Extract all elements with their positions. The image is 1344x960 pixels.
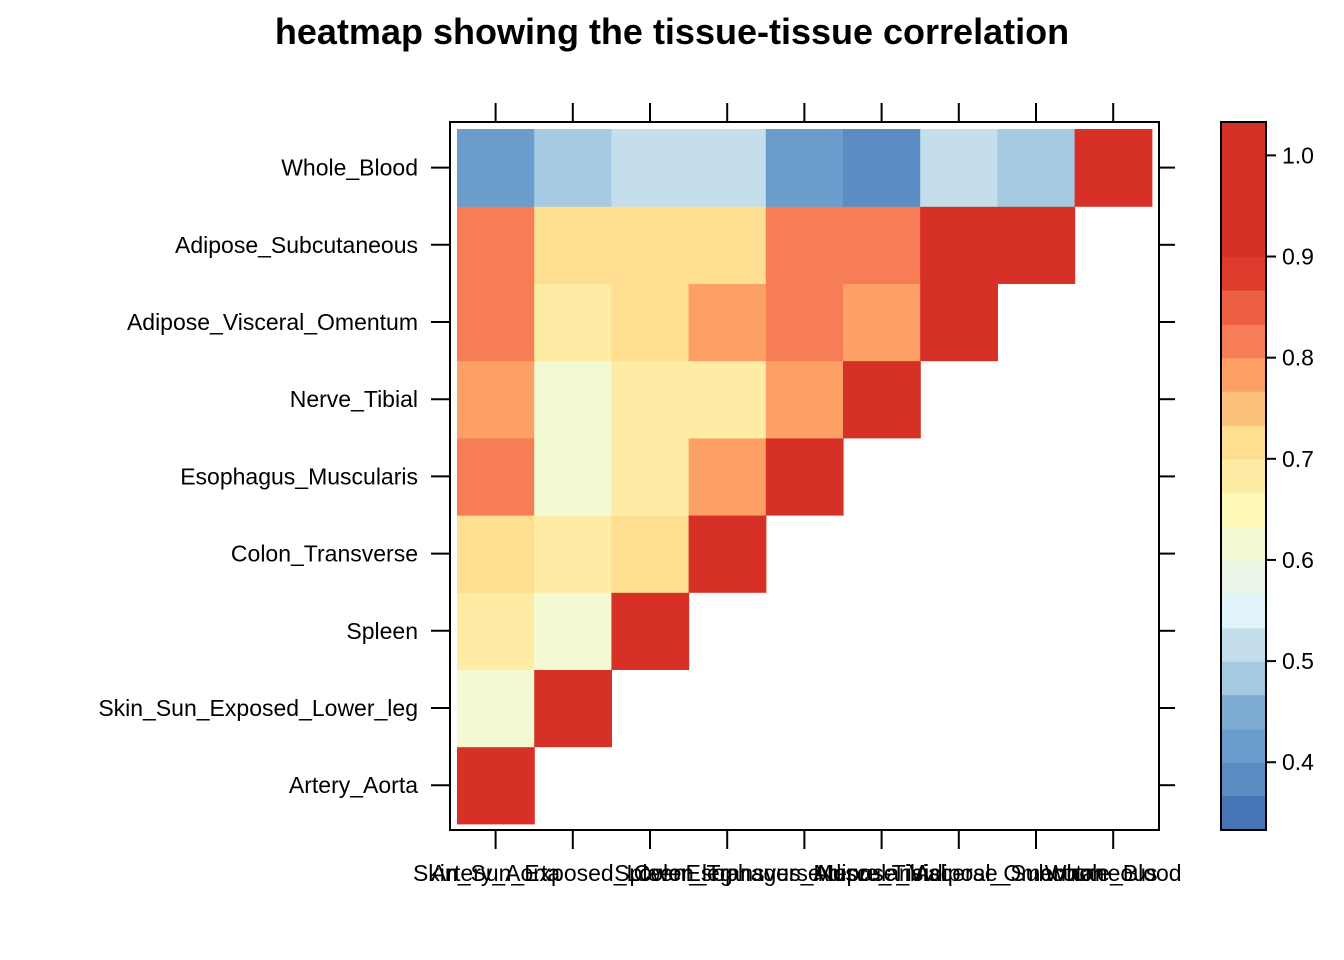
y-tick-label: Adipose_Subcutaneous — [175, 232, 418, 258]
heatmap-cell — [534, 360, 612, 439]
colorbar-segment — [1221, 492, 1266, 528]
heatmap-cell — [688, 129, 767, 207]
heatmap-cell — [765, 206, 844, 284]
y-tick-label: Skin_Sun_Exposed_Lower_leg — [98, 695, 418, 721]
y-tick-label: Adipose_Visceral_Omentum — [127, 309, 418, 335]
colorbar-tick-label: 0.4 — [1282, 749, 1314, 775]
heatmap-cell — [920, 283, 998, 362]
heatmap-cell — [1074, 129, 1153, 207]
colorbar-segment — [1221, 458, 1266, 493]
y-tick-label: Colon_Transverse — [231, 541, 418, 567]
heatmap-cell — [688, 515, 767, 593]
colorbar-segment — [1221, 289, 1266, 325]
colorbar-segment — [1221, 188, 1266, 224]
heatmap-cell — [843, 206, 921, 284]
colorbar: 0.4 0.5 0.6 0.7 0.8 0.9 1.0 — [1220, 121, 1314, 831]
heatmap-cell — [611, 437, 690, 516]
x-tick-label: Skin_Sun_Exposed_Lower_leg — [413, 860, 733, 886]
heatmap-cell — [611, 206, 690, 284]
heatmap-cell — [688, 437, 767, 516]
colorbar-segment — [1221, 762, 1266, 797]
colorbar-segment — [1221, 694, 1266, 730]
y-tick-label: Nerve_Tibial — [290, 386, 418, 412]
heatmap-cell — [688, 360, 767, 439]
heatmap-cell — [457, 283, 535, 362]
heatmap-cell — [457, 129, 535, 207]
x-tick-label: Spleen — [614, 860, 686, 886]
heatmap-cell — [765, 129, 844, 207]
heatmap-cell — [843, 360, 921, 439]
colorbar-tick-label: 0.7 — [1282, 446, 1314, 472]
heatmap-cell — [534, 669, 612, 748]
heatmap-cell — [688, 206, 767, 284]
colorbar-segment — [1221, 526, 1266, 561]
heatmap-cell — [765, 437, 844, 516]
heatmap-cell — [843, 283, 921, 362]
colorbar-tick-label: 0.8 — [1282, 345, 1314, 371]
heatmap-cell — [920, 129, 998, 207]
heatmap-cell — [457, 592, 535, 670]
heatmap-cell — [457, 669, 535, 748]
y-tick-label: Artery_Aorta — [289, 772, 418, 798]
heatmap-cell — [920, 206, 998, 284]
heatmap-cell — [997, 206, 1076, 284]
heatmap-cell — [611, 592, 690, 670]
heatmap-cell — [997, 129, 1076, 207]
colorbar-segment — [1221, 391, 1266, 426]
colorbar-tick-label: 0.9 — [1282, 244, 1314, 270]
colorbar-segment — [1221, 661, 1266, 696]
colorbar-segment — [1221, 559, 1266, 594]
x-tick-label: Adipose_Subcutaneous — [915, 860, 1158, 886]
colorbar-segment — [1221, 324, 1266, 359]
heatmap-cell — [765, 360, 844, 439]
heatmap-cell — [534, 592, 612, 670]
colorbar-segment — [1221, 122, 1266, 156]
x-tick-label: Adipose_Visceral_Omentum — [813, 860, 1104, 886]
colorbar-segment — [1221, 627, 1266, 662]
x-tick-label: Whole_Blood — [1045, 860, 1182, 886]
y-tick-label: Spleen — [346, 618, 418, 644]
colorbar-segment — [1221, 728, 1266, 763]
y-tick-label: Whole_Blood — [281, 155, 418, 181]
heatmap-cell — [688, 283, 767, 362]
heatmap-cell — [534, 515, 612, 593]
y-axis-labels: Artery_Aorta Skin_Sun_Exposed_Lower_leg Sp… — [98, 155, 418, 799]
colorbar-segment — [1221, 155, 1266, 190]
colorbar-tick-label: 0.5 — [1282, 648, 1314, 674]
heatmap-cell — [457, 437, 535, 516]
heatmap-cell — [611, 515, 690, 593]
colorbar-tick-label: 1.0 — [1282, 142, 1314, 168]
x-tick-label: Nerve_Tibial — [817, 860, 945, 886]
y-tick-label: Esophagus_Muscularis — [180, 463, 418, 489]
axis-ticks — [431, 103, 1175, 849]
colorbar-segment — [1221, 256, 1266, 291]
chart-title: heatmap showing the tissue-tissue correl… — [275, 11, 1069, 52]
heatmap-cell — [534, 206, 612, 284]
x-axis-labels: Artery_AortaSkin_Sun_Exposed_Lower_legSp… — [413, 860, 1182, 886]
colorbar-segment — [1221, 593, 1266, 629]
heatmap-cell — [457, 206, 535, 284]
heatmap-cell — [534, 437, 612, 516]
x-tick-label: Colon_Transverse — [634, 860, 821, 886]
heatmap-cell — [611, 283, 690, 362]
colorbar-segment — [1221, 223, 1266, 258]
heatmap-cell — [611, 129, 690, 207]
colorbar-segment — [1221, 425, 1266, 460]
heatmap-cell — [457, 360, 535, 439]
colorbar-segment — [1221, 357, 1266, 392]
colorbar-frame — [1220, 121, 1267, 831]
heatmap-cell — [534, 129, 612, 207]
x-tick-label: Esophagus_Muscularis — [686, 860, 924, 886]
heatmap-cell — [611, 360, 690, 439]
x-tick-label: Artery_Aorta — [431, 860, 560, 886]
heatmap-cell — [843, 129, 921, 207]
heatmap-cells — [457, 129, 1153, 825]
heatmap-cell — [534, 283, 612, 362]
colorbar-segment — [1221, 795, 1266, 831]
heatmap-cell — [765, 283, 844, 362]
colorbar-tick-label: 0.6 — [1282, 547, 1314, 573]
heatmap-cell — [457, 515, 535, 593]
heatmap-cell — [457, 746, 535, 825]
